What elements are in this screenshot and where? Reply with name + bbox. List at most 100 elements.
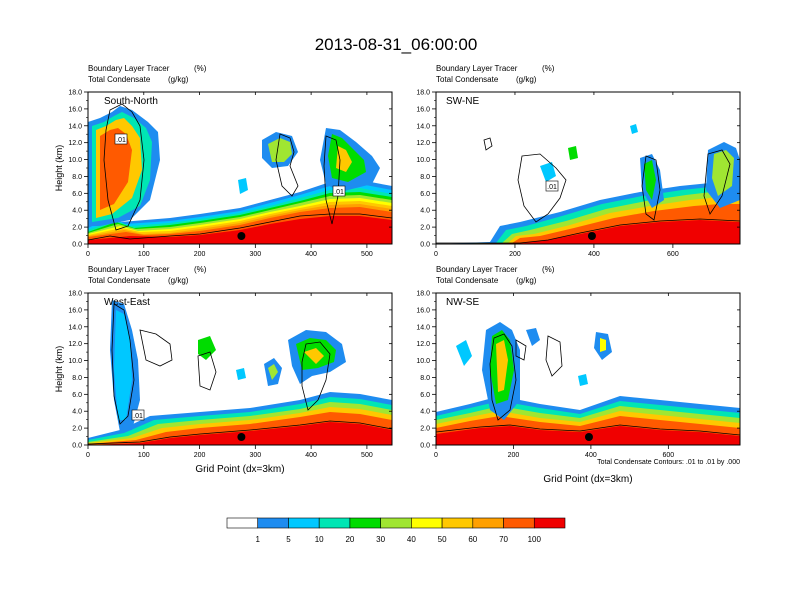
x-tick-label: 100	[138, 251, 150, 258]
colorbar-swatch	[257, 517, 289, 529]
x-tick-label: 600	[667, 251, 679, 258]
panel-contour-label: Total Condensate	[88, 276, 151, 285]
y-tick-label: 0.0	[72, 242, 82, 249]
panel-sw-ne: Boundary Layer Tracer (%) Total Condensa…	[416, 64, 741, 258]
minor-cell	[238, 178, 248, 194]
panel-field-label: Boundary Layer Tracer	[436, 265, 518, 274]
colorbar-swatch	[318, 517, 351, 529]
bl-band-10	[88, 216, 392, 244]
x-axis-label: Grid Point (dx=3km)	[543, 474, 632, 485]
upper-plume-1-core	[644, 160, 656, 200]
contour-tag-text: .01	[547, 184, 557, 191]
colorbar-level-label: 50	[438, 535, 447, 544]
contour-tag: .01	[545, 180, 559, 192]
x-tick-label: 200	[194, 251, 206, 258]
x-tick-label: 300	[249, 452, 261, 459]
y-tick-label: 14.0	[416, 324, 430, 331]
x-tick-label: 400	[305, 452, 317, 459]
y-tick-label: 6.0	[420, 392, 430, 399]
panel-west-east: Boundary Layer Tracer (%) Total Condensa…	[54, 265, 393, 475]
panel-field-unit: (%)	[542, 265, 555, 274]
contour-tags: .01	[545, 180, 559, 192]
condensate-contour	[641, 155, 661, 221]
condensate-contour	[515, 339, 527, 361]
colorbar-swatch	[472, 517, 504, 529]
condensate-contour	[301, 341, 331, 411]
minor-cell	[236, 368, 246, 380]
condensate-contour	[275, 133, 299, 197]
y-tick-label: 18.0	[68, 90, 82, 97]
y-tick-label: 2.0	[420, 426, 430, 433]
panel-name: South-North	[104, 96, 158, 107]
y-tick-label: 14.0	[416, 123, 430, 130]
contour-tag-box	[332, 185, 346, 197]
axis-ticks: 0.0 2.0 4.0 6.0 8.0 10.0 12.0 14.0 16.0 18.0 0 200 4…	[416, 291, 740, 459]
x-tick-label: 0	[86, 251, 90, 258]
panel-contour-unit: (g/kg)	[168, 276, 189, 285]
colorbar-swatch	[226, 517, 259, 529]
contour-tag-box	[131, 409, 145, 421]
condensate-contour	[489, 333, 517, 421]
location-marker	[237, 433, 246, 441]
axis-ticks: 0.0 2.0 4.0 6.0 8.0 10.0 12.0 14.0 16.0 18.0 0 100 2…	[68, 291, 392, 459]
y-tick-label: 16.0	[416, 106, 430, 113]
terrain-line	[88, 420, 392, 445]
y-tick-label: 18.0	[68, 291, 82, 298]
upper-plume-1	[526, 328, 540, 346]
contour-tag-text: .01	[116, 137, 126, 144]
bl-band-10	[436, 220, 740, 244]
x-tick-label: 0	[434, 452, 438, 459]
condensate-contour	[111, 303, 135, 425]
y-tick-label: 0.0	[72, 443, 82, 450]
y-tick-label: 14.0	[68, 324, 82, 331]
y-tick-label: 6.0	[72, 191, 82, 198]
minor-cell	[630, 124, 638, 134]
minor-cell	[578, 374, 588, 386]
heatmap-field	[88, 293, 392, 445]
contour-tag: .01	[114, 133, 128, 145]
y-tick-label: 12.0	[416, 140, 430, 147]
y-tick-label: 8.0	[72, 375, 82, 382]
x-tick-label: 500	[361, 452, 373, 459]
x-tick-label: 400	[305, 251, 317, 258]
condensate-contour	[139, 329, 173, 367]
upper-plume-2-core	[268, 364, 278, 380]
axis-ticks: 0.0 2.0 4.0 6.0 8.0 10.0 12.0 14.0 16.0 18.0 0 100 2…	[68, 90, 392, 258]
panel-contour-unit: (g/kg)	[516, 276, 537, 285]
terrain-line	[436, 424, 740, 436]
y-tick-label: 18.0	[416, 291, 430, 298]
convective-column-core	[114, 310, 132, 420]
heatmap-field	[436, 293, 740, 445]
figure-title: 2013-08-31_06:00:00	[315, 35, 478, 54]
x-axis-label: Grid Point (dx=3km)	[195, 464, 284, 475]
panel-contour-label: Total Condensate	[436, 75, 499, 84]
y-tick-label: 16.0	[68, 106, 82, 113]
y-tick-label: 2.0	[72, 225, 82, 232]
condensate-contour	[103, 103, 145, 231]
panel-name: SW-NE	[446, 96, 479, 107]
condensate-contour	[545, 335, 563, 377]
contour-tag-box	[114, 133, 128, 145]
contour-tags: .01 .01	[114, 133, 346, 197]
panel-nw-se: Boundary Layer Tracer (%) Total Condensa…	[416, 265, 741, 485]
panel-contour-label: Total Condensate	[88, 75, 151, 84]
upper-plume-2-core	[600, 338, 606, 352]
contour-tags: .01	[131, 409, 145, 421]
y-tick-label: 0.0	[420, 242, 430, 249]
terrain-line	[88, 213, 392, 241]
x-tick-label: 600	[663, 452, 675, 459]
y-axis-label: Height (km)	[54, 145, 64, 192]
condensate-contour	[197, 351, 217, 391]
panel-field-label: Boundary Layer Tracer	[88, 265, 170, 274]
convective-column-max	[100, 128, 132, 210]
panel-field-label: Boundary Layer Tracer	[88, 64, 170, 73]
x-tick-label: 400	[585, 452, 597, 459]
contour-note: Total Condensate Contours: .01 to .01 by…	[597, 459, 740, 466]
y-tick-label: 4.0	[420, 208, 430, 215]
upper-plume-1-hot	[304, 348, 324, 364]
x-tick-label: 200	[509, 251, 521, 258]
y-tick-label: 6.0	[420, 191, 430, 198]
y-tick-label: 4.0	[420, 409, 430, 416]
panel-field-unit: (%)	[194, 265, 207, 274]
